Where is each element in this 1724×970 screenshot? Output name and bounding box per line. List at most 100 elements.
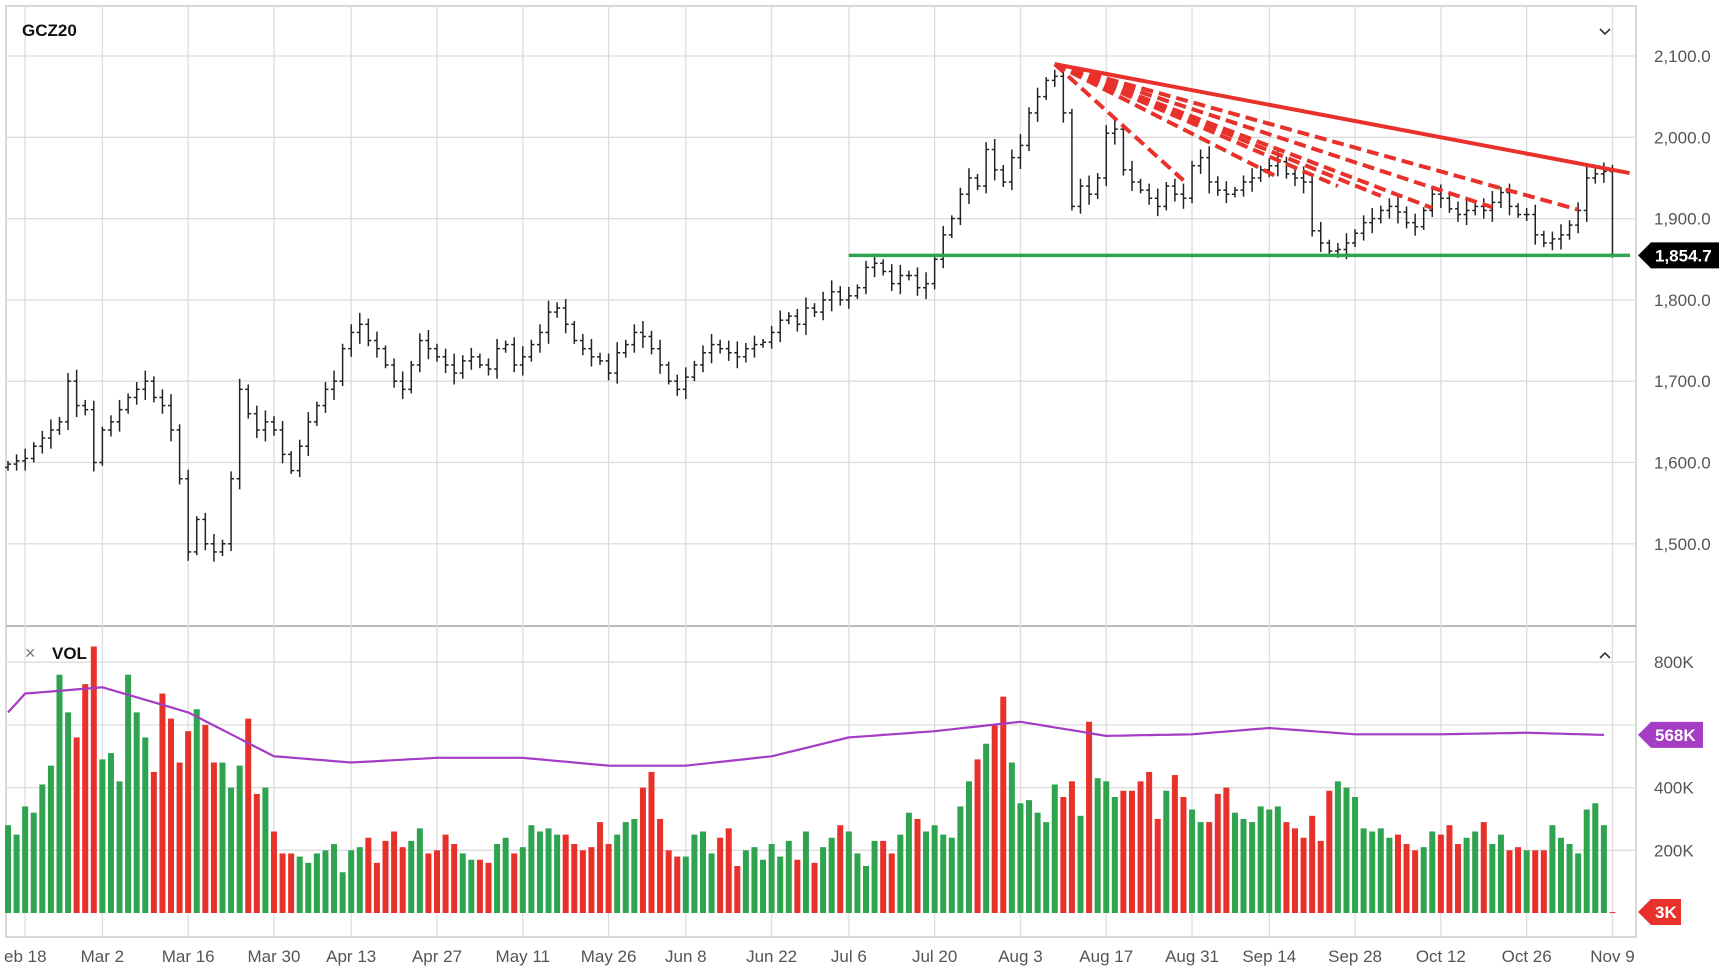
volume-bar [794, 859, 801, 913]
dashed-trendline[interactable] [1053, 62, 1339, 188]
ohlc-bar [597, 352, 604, 365]
volume-bar [1343, 787, 1350, 913]
ohlc-bar [434, 343, 440, 362]
volume-bar [442, 834, 449, 913]
ohlc-bar [648, 330, 655, 355]
dashed-trendline[interactable] [1054, 62, 1493, 210]
ohlc-bar [159, 389, 166, 414]
dashed-trendline[interactable] [1054, 62, 1579, 212]
ohlc-bar [1017, 134, 1024, 170]
expand-volume-button[interactable] [1599, 651, 1611, 659]
ohlc-bar [133, 382, 140, 405]
ohlc-bar [545, 300, 552, 344]
ohlc-bar [202, 512, 209, 551]
ohlc-bar [931, 253, 938, 290]
date-tick-label: Nov 9 [1590, 947, 1634, 966]
volume-bar [133, 712, 140, 913]
ohlc-bar [245, 384, 252, 419]
volume-bar [991, 724, 998, 913]
volume-bar [313, 853, 320, 913]
ohlc-bar [1180, 183, 1187, 209]
ohlc-bar [794, 308, 801, 332]
solid-trendline[interactable] [1054, 62, 1630, 176]
ohlc-bar [785, 312, 792, 325]
volume-bar [1557, 837, 1564, 913]
dashed-trendline[interactable] [1054, 62, 1433, 210]
ohlc-bar [262, 410, 269, 442]
price-tick-label: 2,100.0 [1654, 47, 1711, 66]
ohlc-bar [1592, 168, 1599, 184]
volume-bar [948, 837, 955, 913]
ohlc-bar [983, 142, 990, 194]
volume-bar [1171, 775, 1178, 913]
ohlc-bar [734, 341, 741, 369]
date-tick-label: Sep 28 [1328, 947, 1382, 966]
volume-bar [305, 862, 312, 913]
volume-bar [751, 847, 758, 913]
volume-bar [588, 847, 595, 913]
collapse-chart-button[interactable] [1599, 28, 1611, 36]
volume-bar [1026, 800, 1033, 913]
ohlc-bar [425, 329, 432, 360]
date-tick-label: Aug 17 [1079, 947, 1133, 966]
volume-bar [322, 850, 329, 913]
volume-bar [888, 853, 895, 913]
annotations [848, 62, 1630, 258]
ohlc-bar [725, 340, 732, 361]
volume-bar [1472, 831, 1479, 913]
axes: 2,100.0 2,000.0 1,900.0 1,800.0 1,700.0 1,600… [4, 47, 1711, 966]
volume-bar [1214, 793, 1221, 913]
ohlc-bar [888, 264, 895, 291]
ohlc-bar [1463, 199, 1470, 226]
ohlc-bar [1412, 213, 1419, 236]
ohlc-bar [1154, 188, 1161, 217]
ohlc-bar [665, 361, 672, 385]
ohlc-bar [322, 382, 329, 413]
plot-frame [5, 5, 1637, 938]
volume-bar [1300, 837, 1307, 913]
volume-bar [1008, 762, 1015, 913]
volume-bar [459, 853, 466, 913]
ohlc-bar [1094, 173, 1101, 200]
ohlc-bar [863, 260, 869, 295]
ohlc-bar [880, 259, 887, 276]
dashed-trendline[interactable] [1054, 62, 1382, 198]
volume-bar [13, 834, 20, 913]
volume-bar [1437, 834, 1444, 913]
ohlc-bar [219, 539, 226, 556]
ohlc-bar [802, 297, 809, 335]
ohlc-bar [519, 346, 526, 376]
volume-tick-label: 400K [1654, 779, 1694, 798]
ohlc-bar [1077, 178, 1084, 214]
ohlc-bar [1540, 230, 1547, 248]
ohlc-bar [1455, 201, 1462, 222]
volume-bar [373, 862, 380, 913]
volume-bar [511, 853, 518, 913]
dashed-trendline[interactable] [1053, 62, 1185, 182]
ohlc-bar [468, 347, 475, 370]
volume-bar [142, 737, 149, 913]
dashed-trendline[interactable] [1053, 62, 1279, 179]
ohlc-bar [1360, 215, 1367, 241]
ohlc-bar [22, 448, 29, 471]
ohlc-bar [820, 291, 827, 321]
ohlc-bar [528, 339, 535, 362]
volume-bar [760, 859, 767, 913]
volume-bar [116, 781, 123, 913]
ohlc-bar [1377, 205, 1384, 224]
volume-bar [983, 743, 990, 913]
volume-bar [296, 856, 303, 913]
ohlc-bar [511, 337, 518, 373]
volume-bar [90, 646, 97, 913]
volume-bar [1334, 781, 1341, 913]
ohlc-bar [1128, 160, 1135, 191]
ohlc-bar [1034, 87, 1041, 122]
close-volume-button[interactable]: × [25, 643, 36, 663]
volume-bar [339, 872, 346, 913]
volume-bar [262, 787, 269, 913]
ohlc-bar [828, 280, 835, 312]
volume-bar [845, 831, 852, 913]
volume-bar [1360, 828, 1367, 913]
volume-bar [785, 840, 792, 913]
volume-bar [1403, 844, 1410, 913]
